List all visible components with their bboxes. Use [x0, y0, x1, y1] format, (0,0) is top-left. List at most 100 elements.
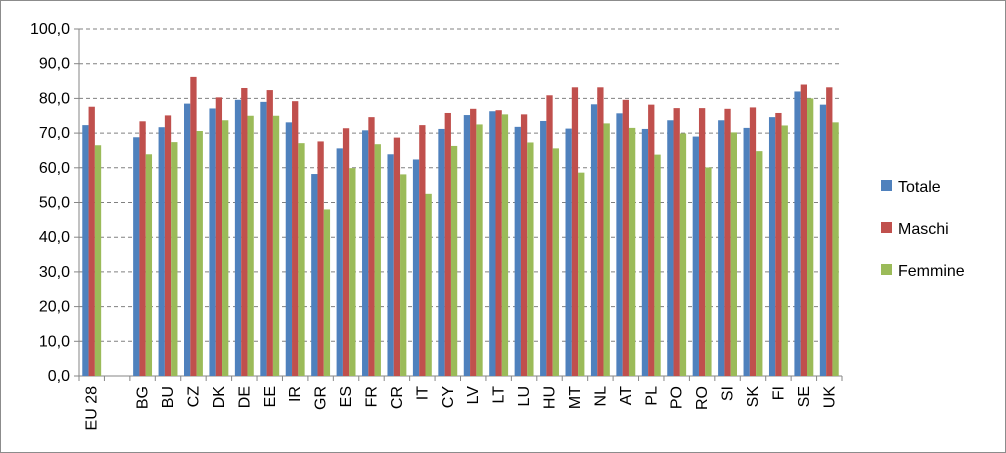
x-tick-label: IT — [414, 386, 431, 400]
bar-maschi — [648, 104, 655, 377]
x-tick-label: RO — [694, 386, 711, 410]
bar-femmine — [400, 174, 407, 376]
bar-totale — [819, 104, 827, 377]
bar-maschi — [749, 107, 757, 376]
bar-totale — [794, 91, 801, 377]
bar-maschi — [393, 137, 401, 376]
bar-femmine — [781, 125, 788, 376]
bar-maschi — [571, 87, 579, 377]
x-tick-label: UK — [821, 386, 838, 409]
bar-totale — [489, 111, 496, 376]
bar-maschi — [546, 95, 553, 376]
y-tick-label: 80,0 — [39, 90, 70, 107]
x-tick-label: FR — [363, 386, 380, 407]
bar-totale — [336, 148, 343, 376]
bar-femmine — [450, 145, 458, 376]
x-tick-label: PO — [669, 386, 686, 409]
bar-totale — [133, 137, 140, 376]
bar-maschi — [673, 108, 680, 376]
bar-totale — [616, 113, 623, 377]
y-tick-label: 20,0 — [39, 299, 70, 316]
bar-maschi — [266, 90, 273, 377]
bar-femmine — [349, 168, 356, 376]
bar-femmine — [679, 133, 687, 376]
x-tick-label: AT — [618, 386, 635, 405]
bar-maschi — [317, 141, 324, 376]
bar-femmine — [756, 151, 763, 376]
x-tick-label: CR — [389, 386, 406, 409]
bar-femmine — [171, 142, 178, 376]
x-tick-label: LV — [465, 386, 482, 405]
x-tick-label: CZ — [185, 386, 202, 408]
x-tick-label: LT — [491, 386, 508, 404]
bar-maschi — [698, 108, 706, 376]
bar-maschi — [88, 106, 95, 376]
y-tick-label: 50,0 — [39, 195, 70, 212]
bar-totale — [234, 99, 242, 377]
bar-femmine — [196, 131, 203, 376]
bar-femmine — [501, 114, 509, 376]
bar-maschi — [292, 101, 299, 377]
bar-maschi — [342, 128, 350, 376]
bar-femmine — [247, 115, 254, 376]
bar-femmine — [374, 144, 381, 376]
bar-femmine — [832, 122, 839, 376]
bar-totale — [387, 154, 394, 376]
bar-femmine — [145, 154, 153, 376]
x-tick-label: NL — [592, 386, 609, 407]
x-tick-label: SK — [745, 386, 762, 408]
bar-maschi — [164, 115, 172, 376]
bar-femmine — [222, 120, 229, 376]
bar-totale — [184, 103, 191, 376]
y-tick-label: 90,0 — [39, 56, 70, 73]
bar-totale — [590, 104, 598, 376]
y-tick-label: 60,0 — [39, 160, 70, 177]
bar-femmine — [705, 167, 712, 376]
bar-totale — [565, 128, 572, 376]
bar-maschi — [775, 112, 782, 376]
bar-femmine — [628, 127, 636, 377]
legend-swatch-femmine — [881, 264, 892, 275]
y-tick-label: 10,0 — [39, 333, 70, 350]
legend-label-totale: Totale — [898, 179, 941, 196]
bar-maschi — [622, 99, 629, 377]
bar-maschi — [444, 112, 451, 376]
x-tick-label: DE — [236, 386, 253, 408]
x-tick-label: DK — [211, 386, 228, 409]
y-tick-label: 40,0 — [39, 229, 70, 246]
bar-totale — [158, 127, 165, 377]
bar-femmine — [94, 145, 102, 376]
x-tick-label: SI — [720, 386, 737, 401]
x-tick-label: SE — [796, 386, 813, 407]
bar-totale — [743, 127, 750, 377]
bar-maschi — [419, 125, 426, 376]
y-tick-label: 0,0 — [48, 368, 70, 385]
x-tick-label: HU — [542, 386, 559, 409]
x-tick-label: BG — [135, 386, 152, 409]
bar-totale — [514, 126, 521, 376]
x-tick-label: BU — [160, 386, 177, 408]
bar-totale — [768, 117, 776, 376]
x-tick-label: MT — [567, 386, 584, 409]
bar-totale — [438, 128, 445, 376]
x-tick-label: EU 28 — [84, 386, 101, 431]
bar-totale — [362, 130, 369, 376]
bar-femmine — [272, 115, 280, 376]
bar-maschi — [495, 110, 502, 376]
bar-totale — [412, 159, 420, 376]
bar-totale — [285, 122, 293, 376]
bar-maschi — [368, 117, 375, 376]
y-tick-label: 30,0 — [39, 264, 70, 281]
bar-maschi — [215, 97, 223, 376]
bar-totale — [209, 108, 216, 376]
x-tick-label: CY — [440, 386, 457, 409]
bar-totale — [82, 125, 89, 376]
bar-femmine — [654, 154, 661, 376]
bar-femmine — [425, 193, 432, 376]
x-tick-label: GR — [313, 386, 330, 410]
bar-totale — [692, 136, 699, 376]
bar-totale — [540, 120, 547, 376]
bar-femmine — [476, 124, 483, 376]
